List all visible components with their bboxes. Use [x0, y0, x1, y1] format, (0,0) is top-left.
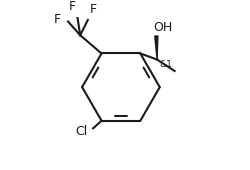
- Polygon shape: [154, 36, 157, 60]
- Text: F: F: [53, 13, 60, 27]
- Text: F: F: [68, 0, 75, 13]
- Text: Cl: Cl: [75, 125, 88, 138]
- Text: F: F: [89, 3, 96, 16]
- Text: OH: OH: [152, 21, 171, 34]
- Text: &1: &1: [158, 60, 171, 69]
